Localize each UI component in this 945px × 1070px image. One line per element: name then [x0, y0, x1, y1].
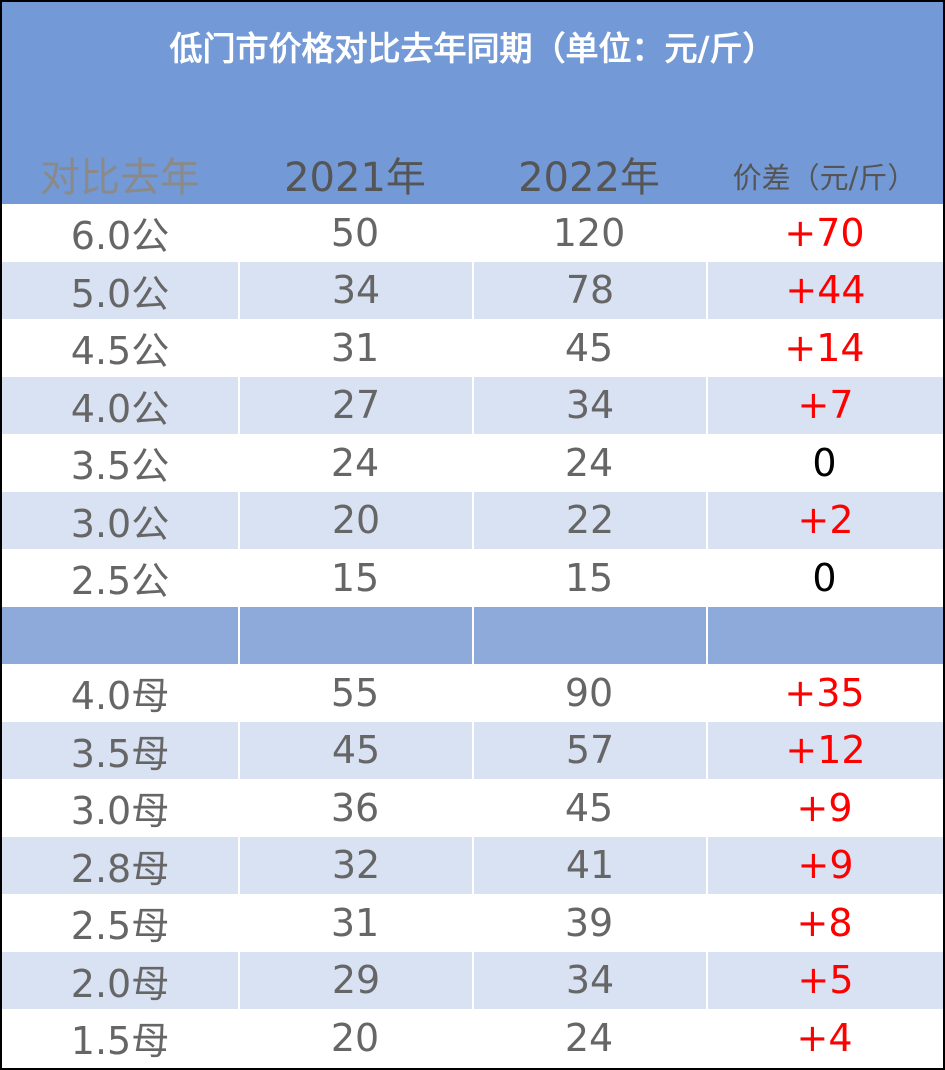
price-difference: +8 [796, 900, 853, 945]
value-2022: 24 [564, 440, 614, 485]
value-2021: 45 [238, 721, 472, 779]
value-2021: 55 [330, 670, 380, 715]
table-row: 6.0公 50 120 +70 [2, 204, 943, 262]
column-header-2021: 2021年 [284, 155, 426, 201]
row-label: 6.0公 [70, 214, 170, 259]
table-row: 2.8母 32 41 +9 [2, 836, 943, 894]
value-2022: 45 [564, 325, 614, 370]
price-difference: +9 [796, 785, 853, 830]
price-difference: +2 [706, 491, 943, 549]
price-difference: +44 [706, 261, 943, 319]
table-row: 1.5母 20 24 +4 [2, 1009, 943, 1067]
price-difference: +70 [784, 210, 865, 255]
table-row: 5.0公 34 78 +44 [2, 261, 943, 319]
table-row: 3.0母 36 45 +9 [2, 779, 943, 837]
price-difference: +12 [706, 721, 943, 779]
row-label: 4.0母 [70, 674, 170, 719]
table-row: 4.0公 27 34 +7 [2, 376, 943, 434]
price-difference: +5 [706, 951, 943, 1009]
value-2022: 78 [472, 261, 706, 319]
value-2021: 31 [330, 900, 380, 945]
table-row: 3.0公 20 22 +2 [2, 491, 943, 549]
value-2022: 34 [472, 951, 706, 1009]
value-2022: 90 [564, 670, 614, 715]
separator-row [2, 606, 943, 665]
separator-cell [472, 606, 706, 664]
separator-cell [706, 606, 943, 664]
column-header-compare: 对比去年 [40, 155, 200, 201]
price-difference: +9 [706, 836, 943, 894]
price-difference: +14 [784, 325, 865, 370]
value-2021: 32 [238, 836, 472, 894]
row-label: 3.5公 [70, 444, 170, 489]
price-difference: +7 [706, 376, 943, 434]
row-label: 2.5母 [70, 904, 170, 949]
value-2022: 39 [564, 900, 614, 945]
value-2021: 34 [238, 261, 472, 319]
column-header-2022: 2022年 [518, 155, 660, 201]
row-label: 5.0公 [70, 271, 170, 316]
row-label: 3.0母 [70, 789, 170, 834]
row-label: 4.5公 [70, 329, 170, 374]
row-label: 3.5母 [70, 731, 170, 776]
value-2021: 20 [330, 1015, 380, 1060]
separator-cell [238, 606, 472, 664]
value-2021: 24 [330, 440, 380, 485]
value-2021: 27 [238, 376, 472, 434]
row-label: 2.8母 [70, 846, 170, 891]
table-body: 6.0公 50 120 +70 5.0公 34 78 +44 4.5公 31 45 +14 4.0公 27… [2, 204, 943, 1067]
value-2022: 15 [564, 555, 614, 600]
value-2021: 31 [330, 325, 380, 370]
value-2022: 120 [552, 210, 626, 255]
value-2022: 57 [472, 721, 706, 779]
table-header: 低门市价格对比去年同期（单位：元/斤） 对比去年 2021年 2022年 价差（… [2, 2, 943, 204]
price-difference: 0 [812, 555, 837, 600]
row-label: 2.0母 [70, 961, 170, 1006]
table-row: 2.0母 29 34 +5 [2, 951, 943, 1009]
separator-cell [2, 607, 238, 665]
table-row: 2.5公 15 15 0 [2, 549, 943, 607]
value-2022: 22 [472, 491, 706, 549]
row-label: 1.5母 [70, 1019, 170, 1064]
table-title: 低门市价格对比去年同期（单位：元/斤） [169, 29, 776, 68]
row-label: 4.0公 [70, 386, 170, 431]
table-row: 2.5母 31 39 +8 [2, 894, 943, 952]
row-label: 2.5公 [70, 559, 170, 604]
value-2021: 20 [238, 491, 472, 549]
value-2022: 34 [472, 376, 706, 434]
row-label: 3.0公 [70, 501, 170, 546]
value-2021: 29 [238, 951, 472, 1009]
value-2021: 36 [330, 785, 380, 830]
table-row: 3.5公 24 24 0 [2, 434, 943, 492]
price-difference: 0 [812, 440, 837, 485]
price-difference: +4 [796, 1015, 853, 1060]
column-header-diff: 价差（元/斤） [732, 161, 917, 195]
price-difference: +35 [784, 670, 865, 715]
table-row: 3.5母 45 57 +12 [2, 721, 943, 779]
table-row: 4.5公 31 45 +14 [2, 319, 943, 377]
value-2021: 15 [330, 555, 380, 600]
table-row: 4.0母 55 90 +35 [2, 664, 943, 722]
value-2021: 50 [330, 210, 380, 255]
value-2022: 24 [564, 1015, 614, 1060]
value-2022: 41 [472, 836, 706, 894]
value-2022: 45 [564, 785, 614, 830]
